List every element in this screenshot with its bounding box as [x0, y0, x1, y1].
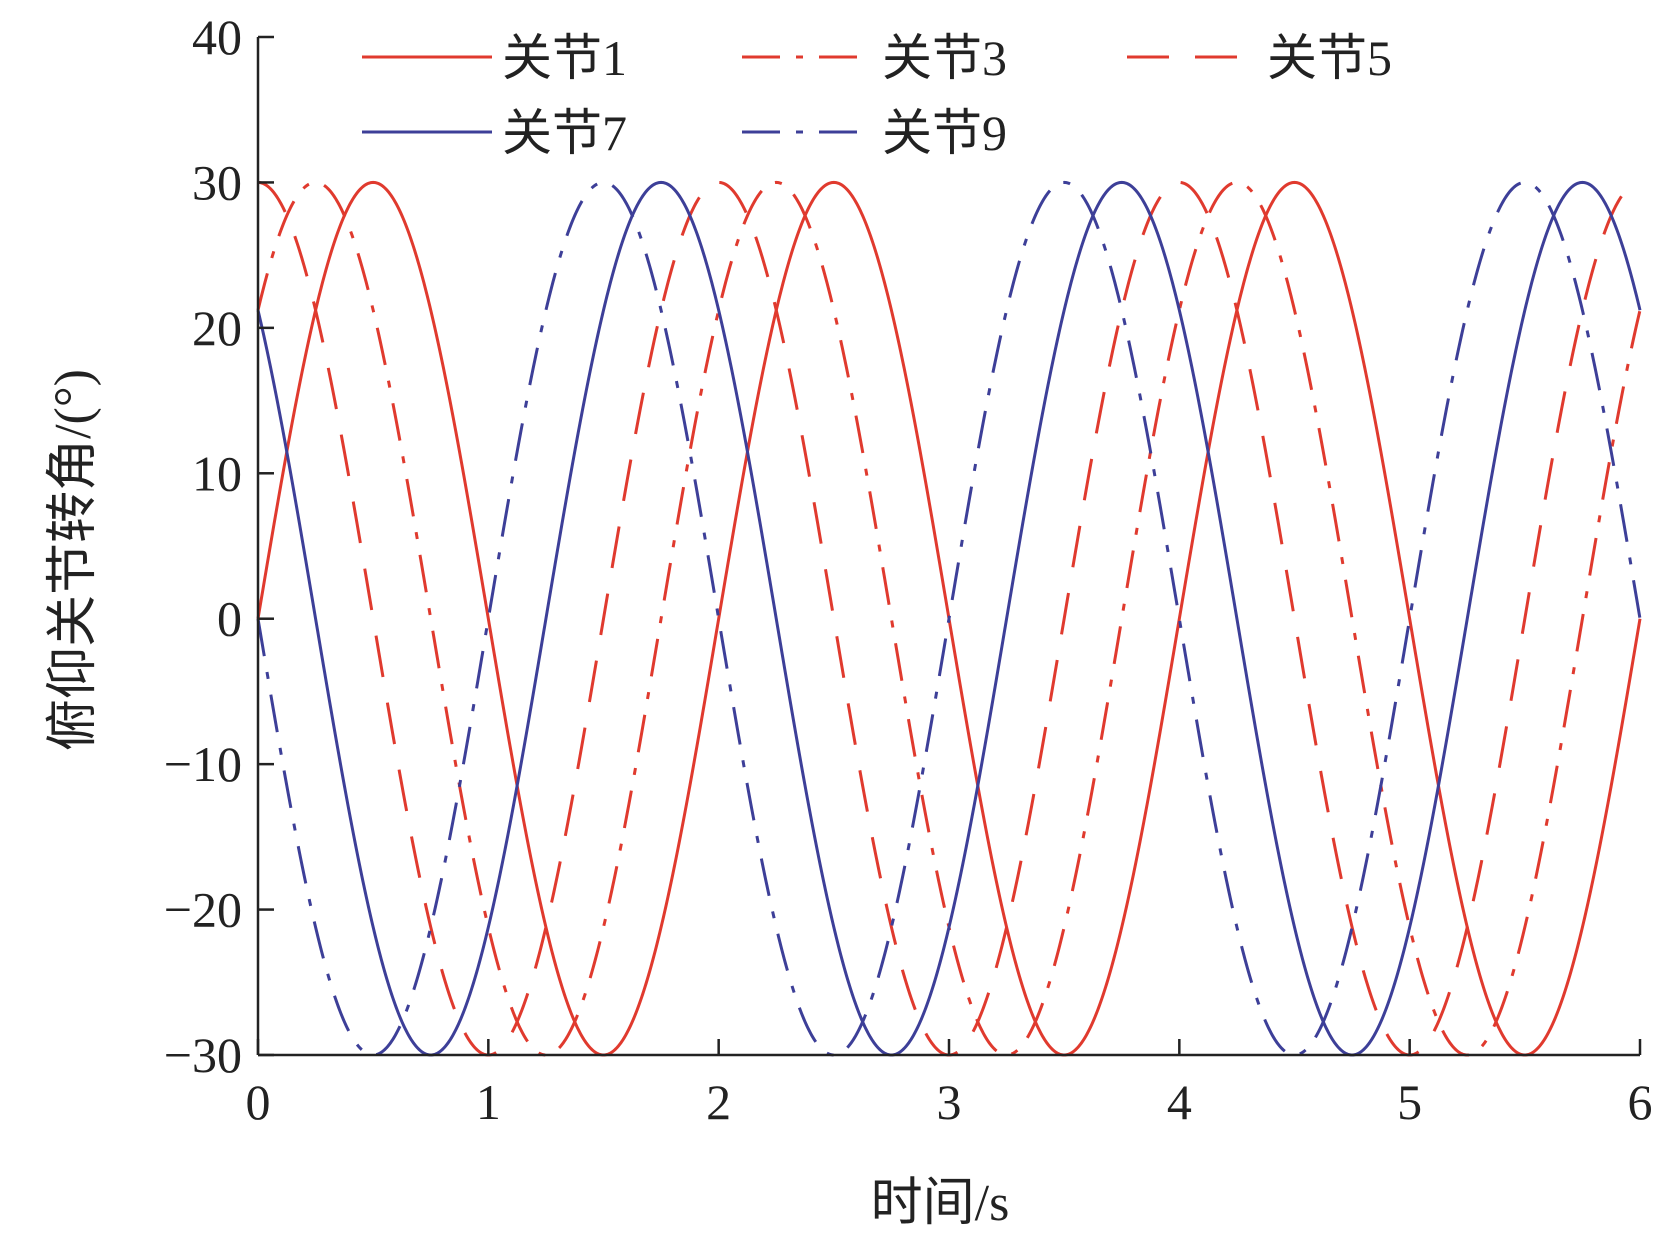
x-tick-label: 4: [1167, 1074, 1192, 1130]
legend-label-2: 关节3: [882, 30, 1007, 86]
y-tick-label: −20: [164, 882, 242, 938]
y-tick-label: 0: [217, 591, 242, 647]
x-tick-label: 3: [937, 1074, 962, 1130]
legend-label-5: 关节9: [882, 105, 1007, 161]
x-tick-label: 2: [706, 1074, 731, 1130]
x-tick-label: 5: [1397, 1074, 1422, 1130]
x-tick-label: 1: [476, 1074, 501, 1130]
y-tick-label: 10: [192, 445, 242, 501]
legend-label-3: 关节5: [1267, 30, 1392, 86]
legend-label-1: 关节1: [502, 30, 627, 86]
legend: 关节1 关节3 关节5 关节7 关节9: [362, 30, 1392, 161]
legend-label-4: 关节7: [502, 105, 627, 161]
y-axis-title: 俯仰关节转角/(°): [45, 369, 102, 751]
x-tick-label: 6: [1628, 1074, 1653, 1130]
y-tick-label: 20: [192, 300, 242, 356]
y-tick-label: 30: [192, 154, 242, 210]
series-layer: [256, 180, 1642, 1057]
series-line-5: [256, 180, 1642, 1057]
x-tick-label: 0: [246, 1074, 271, 1130]
series-line-4: [256, 180, 1642, 1057]
axes-layer: −30 −20 −10 0 10 20 30 40 0 1 2 3 4 5 6: [164, 9, 1653, 1130]
y-tick-label: −30: [164, 1027, 242, 1083]
x-axis-title: 时间/s: [871, 1175, 1010, 1232]
y-tick-label: 40: [192, 9, 242, 65]
y-tick-label: −10: [164, 736, 242, 792]
